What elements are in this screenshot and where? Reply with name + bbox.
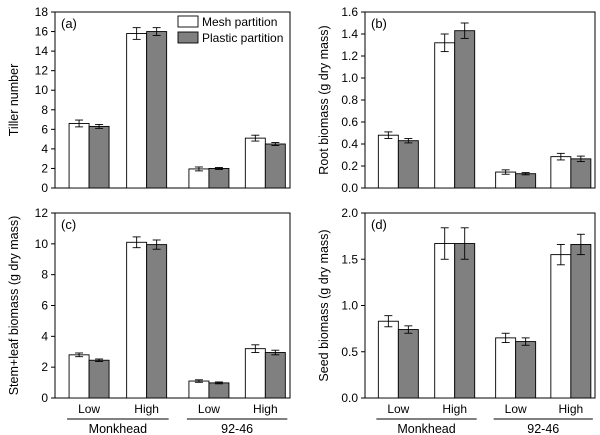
y-tick-label: 4 bbox=[41, 142, 48, 156]
x-tick-label: Low bbox=[78, 402, 100, 416]
x-tick-label: High bbox=[134, 402, 159, 416]
panel-label: (a) bbox=[61, 16, 77, 31]
y-tick-label: 1.4 bbox=[341, 27, 358, 41]
y-tick-label: 0 bbox=[41, 181, 48, 195]
y-axis-title: Seed biomass (g dry mass) bbox=[317, 229, 331, 381]
bar-plastic bbox=[454, 30, 476, 189]
y-tick-label: 1.5 bbox=[341, 252, 358, 266]
y-tick-label: 2.0 bbox=[341, 206, 358, 220]
group-label: Monkhead bbox=[397, 422, 455, 435]
y-tick-label: 6 bbox=[41, 122, 48, 136]
bar-plastic bbox=[515, 341, 537, 399]
y-tick-label: 12 bbox=[35, 206, 49, 220]
y-axis-title: Tiller number bbox=[7, 64, 21, 136]
group-label: Monkhead bbox=[89, 422, 147, 435]
bar-plastic bbox=[397, 329, 419, 399]
panel-label: (b) bbox=[371, 16, 387, 31]
y-tick-label: 1.2 bbox=[341, 49, 358, 63]
y-tick-label: 1.6 bbox=[341, 5, 358, 19]
bar-plastic bbox=[264, 352, 286, 399]
chart-panel-2: 0.0 0.2 0.4 0.6 0.8 1.0 1.2 1.4 1.6 Root biomass … bbox=[317, 5, 596, 195]
chart-panel-4: 0.0 0.5 1.0 1.5 2.0 Seed biomass (g dry mass)… bbox=[317, 206, 596, 435]
bar-plastic bbox=[208, 167, 230, 189]
bar-plastic bbox=[570, 243, 592, 399]
bar-plastic bbox=[208, 382, 230, 399]
bar-mesh bbox=[377, 134, 399, 189]
y-tick-label: 1.0 bbox=[341, 71, 358, 85]
group-label: 92-46 bbox=[221, 422, 253, 435]
y-tick-label: 0.0 bbox=[341, 181, 358, 195]
y-tick-label: 0.8 bbox=[341, 93, 358, 107]
y-tick-label: 1.0 bbox=[341, 299, 358, 313]
panel-label: (d) bbox=[371, 217, 387, 232]
bar-plastic bbox=[397, 140, 419, 189]
bar-mesh bbox=[126, 241, 148, 399]
legend-label: Plastic partition bbox=[202, 31, 283, 45]
y-tick-label: 16 bbox=[35, 25, 49, 39]
y-tick-label: 8 bbox=[41, 103, 48, 117]
y-tick-label: 6 bbox=[41, 299, 48, 313]
chart-panel-1: 0 2 4 6 8 10 12 14 16 18 Tiller number (a) Mesh part… bbox=[7, 5, 291, 195]
legend: Mesh partition Plastic partition bbox=[177, 15, 283, 45]
y-tick-label: 12 bbox=[35, 64, 49, 78]
group-label: 92-46 bbox=[527, 422, 559, 435]
y-tick-label: 0.2 bbox=[341, 159, 358, 173]
x-tick-label: High bbox=[253, 402, 278, 416]
x-tick-label: High bbox=[559, 402, 584, 416]
bar-plastic bbox=[570, 158, 592, 189]
y-tick-label: 14 bbox=[35, 44, 49, 58]
y-tick-label: 0.5 bbox=[341, 345, 358, 359]
x-tick-label: High bbox=[442, 402, 467, 416]
bar-mesh bbox=[244, 137, 266, 189]
y-tick-label: 10 bbox=[35, 83, 49, 97]
legend-swatch bbox=[177, 31, 199, 44]
bar-mesh bbox=[495, 337, 517, 399]
bar-mesh bbox=[188, 380, 210, 399]
y-tick-label: 18 bbox=[35, 5, 49, 19]
bar-mesh bbox=[550, 156, 572, 189]
legend-label: Mesh partition bbox=[202, 15, 277, 29]
bar-mesh bbox=[68, 123, 90, 189]
y-tick-label: 0.6 bbox=[341, 115, 358, 129]
bar-plastic bbox=[454, 243, 476, 399]
panel-label: (c) bbox=[61, 217, 76, 232]
y-tick-label: 0.4 bbox=[341, 137, 358, 151]
y-tick-label: 2 bbox=[41, 161, 48, 175]
bar-mesh bbox=[377, 320, 399, 399]
y-tick-label: 8 bbox=[41, 268, 48, 282]
y-tick-label: 0 bbox=[41, 391, 48, 405]
bar-mesh bbox=[434, 42, 456, 189]
x-tick-label: Low bbox=[198, 402, 220, 416]
bar-mesh bbox=[550, 254, 572, 399]
bar-mesh bbox=[434, 243, 456, 399]
y-axis-title: Stem+leaf biomass (g dry mass) bbox=[7, 216, 21, 396]
bar-plastic bbox=[264, 143, 286, 189]
y-tick-label: 4 bbox=[41, 329, 48, 343]
bar-plastic bbox=[88, 359, 110, 399]
bar-mesh bbox=[188, 168, 210, 189]
bar-mesh bbox=[244, 348, 266, 399]
legend-swatch bbox=[177, 15, 199, 28]
bar-plastic bbox=[515, 173, 537, 189]
y-tick-label: 2 bbox=[41, 360, 48, 374]
bar-mesh bbox=[68, 354, 90, 399]
bar-mesh bbox=[126, 33, 148, 189]
y-axis-title: Root biomass (g dry mass) bbox=[317, 25, 331, 174]
y-tick-label: 10 bbox=[35, 237, 49, 251]
x-tick-label: Low bbox=[505, 402, 527, 416]
bar-plastic bbox=[88, 125, 110, 189]
chart-panel-3: 0 2 4 6 8 10 12 Stem+leaf biomass (g dry mass) (… bbox=[7, 206, 291, 435]
bar-plastic bbox=[146, 244, 168, 399]
x-tick-label: Low bbox=[387, 402, 409, 416]
bar-plastic bbox=[146, 31, 168, 189]
plot-frame bbox=[54, 11, 291, 189]
y-tick-label: 0.0 bbox=[341, 391, 358, 405]
